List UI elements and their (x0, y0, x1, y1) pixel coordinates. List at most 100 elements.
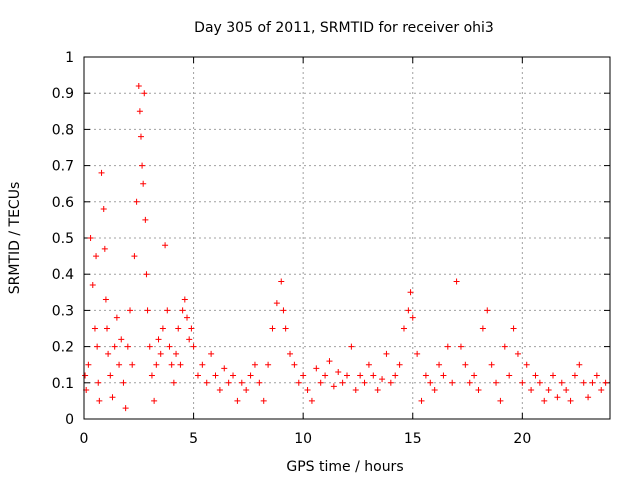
data-point (545, 387, 552, 394)
axis-ticks: 00.10.20.30.40.50.60.70.80.910 5 10 15 20 (52, 50, 610, 447)
data-point (105, 350, 112, 357)
data-point (139, 162, 146, 169)
data-point (580, 379, 587, 386)
data-point (589, 379, 596, 386)
y-tick-label: 0.5 (52, 231, 74, 247)
data-point (143, 271, 150, 278)
data-point (541, 397, 548, 404)
data-point (146, 343, 153, 350)
x-tick-label: 0 (80, 431, 89, 447)
data-point (598, 387, 605, 394)
data-point (567, 397, 574, 404)
data-point (418, 397, 425, 404)
data-point (100, 206, 107, 213)
x-axis-label: GPS time / hours (286, 459, 403, 475)
y-tick-label: 0.8 (52, 122, 74, 138)
data-point (155, 336, 162, 343)
data-point (153, 361, 160, 368)
data-point (93, 253, 100, 260)
data-point (400, 325, 407, 332)
data-point (330, 383, 337, 390)
data-point (111, 343, 118, 350)
data-point (471, 372, 478, 379)
data-point (422, 372, 429, 379)
data-point (287, 350, 294, 357)
data-point (203, 379, 210, 386)
y-tick-label: 0.1 (52, 376, 74, 392)
data-point (98, 169, 105, 176)
data-point (308, 397, 315, 404)
data-point (322, 372, 329, 379)
data-point (466, 379, 473, 386)
data-point (127, 307, 134, 314)
data-point (141, 90, 148, 97)
data-point (184, 314, 191, 321)
data-point (370, 372, 377, 379)
data-point (392, 372, 399, 379)
data-point (519, 379, 526, 386)
data-point (91, 325, 98, 332)
data-point (142, 216, 149, 223)
data-point (554, 394, 561, 401)
data-point (475, 387, 482, 394)
data-point (186, 336, 193, 343)
data-point (361, 379, 368, 386)
data-point (144, 307, 151, 314)
data-point (256, 379, 263, 386)
data-point (96, 397, 103, 404)
y-tick-label: 0 (65, 412, 74, 428)
data-point (177, 361, 184, 368)
data-point (571, 372, 578, 379)
data-point (602, 379, 609, 386)
data-point (357, 372, 364, 379)
data-point (173, 350, 180, 357)
data-point (162, 242, 169, 249)
data-point (563, 387, 570, 394)
data-point (493, 379, 500, 386)
data-point (109, 394, 116, 401)
data-point (273, 300, 280, 307)
chart-title: Day 305 of 2011, SRMTID for receiver ohi… (194, 20, 494, 36)
data-point (558, 379, 565, 386)
data-point (120, 379, 127, 386)
data-point (348, 343, 355, 350)
data-point (260, 397, 267, 404)
data-point (208, 350, 215, 357)
data-point (95, 379, 102, 386)
data-point (576, 361, 583, 368)
data-point (457, 343, 464, 350)
data-point (221, 365, 228, 372)
data-point (317, 379, 324, 386)
data-point (164, 307, 171, 314)
data-point (94, 343, 101, 350)
data-point (140, 180, 147, 187)
data-point (304, 387, 311, 394)
data-point (137, 133, 144, 140)
data-point (265, 361, 272, 368)
data-point (449, 379, 456, 386)
data-point (282, 325, 289, 332)
data-point (82, 372, 89, 379)
data-point (179, 307, 186, 314)
data-point (133, 198, 140, 205)
data-point (339, 379, 346, 386)
y-axis-label: SRMTID / TECUs (7, 182, 23, 295)
data-point (170, 379, 177, 386)
x-tick-label: 20 (513, 431, 531, 447)
y-tick-label: 0.4 (52, 267, 74, 283)
data-point (510, 325, 517, 332)
data-point (444, 343, 451, 350)
data-point (168, 361, 175, 368)
y-tick-label: 0.3 (52, 303, 74, 319)
data-point (166, 343, 173, 350)
data-point (194, 372, 201, 379)
data-point (122, 405, 129, 412)
data-point (453, 278, 460, 285)
data-point (238, 379, 245, 386)
data-point (89, 282, 96, 289)
data-point (407, 289, 414, 296)
data-point (87, 235, 94, 241)
data-point (148, 372, 155, 379)
data-point (300, 372, 307, 379)
data-point (479, 325, 486, 332)
